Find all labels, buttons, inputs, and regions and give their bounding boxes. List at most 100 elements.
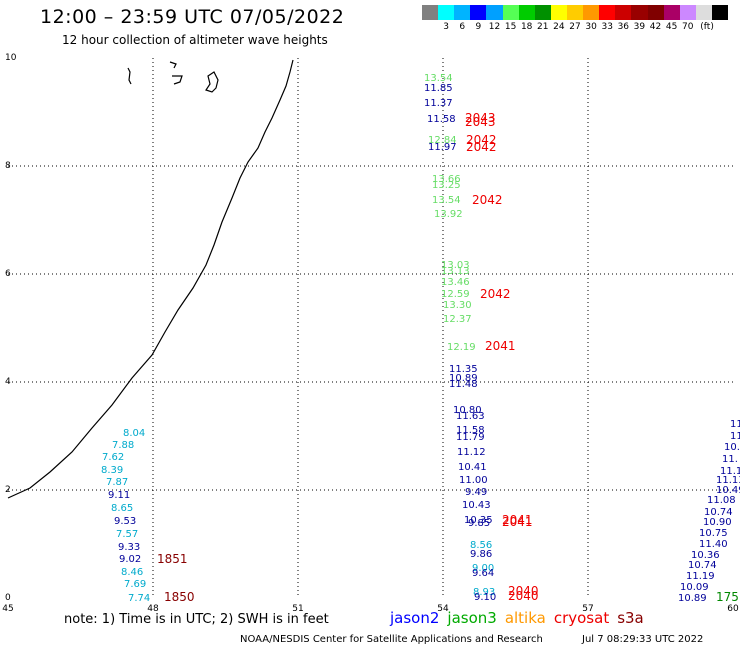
swh-label: 10.80 xyxy=(453,405,482,416)
swh-label: 9.11 xyxy=(108,490,130,501)
color-scale-tick: 6 xyxy=(459,22,466,32)
color-scale-bar xyxy=(422,5,729,20)
swh-label: 13.30 xyxy=(443,300,472,311)
color-scale-tick: 42 xyxy=(649,22,662,32)
color-scale-tick: 15 xyxy=(504,22,517,32)
swh-label: 11.63 xyxy=(456,411,485,422)
swh-label: 9.02 xyxy=(119,554,141,565)
color-scale-tick: 3 xyxy=(443,22,450,32)
swh-label: 11.00 xyxy=(459,475,488,486)
satellite-legend-item: altika xyxy=(504,609,546,627)
color-swatch xyxy=(663,5,680,20)
footer-timestamp: Jul 7 08:29:33 UTC 2022 xyxy=(582,634,704,645)
swh-label: 7.88 xyxy=(112,440,134,451)
color-swatch xyxy=(454,5,471,20)
coastline xyxy=(7,59,294,499)
color-scale-tick: 27 xyxy=(569,22,581,32)
pass-time-label: 1850 xyxy=(164,590,195,604)
swh-label: 13.25 xyxy=(432,180,461,191)
swh-label: 13.46 xyxy=(441,277,470,288)
swh-label: 9.00 xyxy=(472,563,494,574)
color-swatch xyxy=(502,5,519,20)
pass-time-label: 175 xyxy=(716,590,739,604)
swh-label: 11. xyxy=(730,431,740,442)
swh-label: 11. xyxy=(722,454,738,465)
swh-label: 11.97 xyxy=(428,142,457,153)
pass-time-label: 2041 xyxy=(502,513,533,527)
color-swatch xyxy=(631,5,648,20)
lat-tick-label: 2 xyxy=(5,485,11,495)
lat-tick-label: 10 xyxy=(5,53,17,63)
swh-label: 10.41 xyxy=(458,462,487,473)
color-scale-tick: 18 xyxy=(520,22,533,32)
color-scale-unit: (ft) xyxy=(700,22,714,32)
color-swatch xyxy=(486,5,503,20)
color-swatch xyxy=(438,5,455,20)
swh-label: 11.08 xyxy=(707,495,736,506)
swh-label: 13.92 xyxy=(434,209,463,220)
color-scale-tick: 9 xyxy=(475,22,482,32)
axis-tick-labels: 45 48 51 54 57 60 0 2 4 6 8 10 xyxy=(2,53,739,614)
swh-label: 10.09 xyxy=(680,582,709,593)
swh-label: 11.79 xyxy=(456,432,485,443)
swh-label: 10.89 xyxy=(678,593,707,604)
color-swatch xyxy=(470,5,487,20)
swh-label: 8.39 xyxy=(101,465,123,476)
color-swatch xyxy=(518,5,535,20)
swh-label: 11.58 xyxy=(427,114,456,125)
chart-subtitle: 12 hour collection of altimeter wave hei… xyxy=(62,33,328,47)
swh-label: 11.1 xyxy=(720,466,740,477)
color-scale-tick: 24 xyxy=(553,22,565,32)
swh-label: 13.54 xyxy=(424,73,453,84)
chart-title: 12:00 – 23:59 UTC 07/05/2022 xyxy=(40,6,345,28)
footer-credit: NOAA/NESDIS Center for Satellite Applica… xyxy=(240,634,543,645)
pass-time-label: 2042 xyxy=(480,287,511,301)
swh-label: 9.33 xyxy=(118,542,140,553)
lon-tick-label: 57 xyxy=(582,604,593,614)
swh-label: 9.10 xyxy=(474,592,496,603)
swh-label: 11.12 xyxy=(457,447,486,458)
swh-label: 11.85 xyxy=(424,83,453,94)
color-swatch xyxy=(647,5,664,20)
color-swatch xyxy=(711,5,729,20)
swh-label: 8.46 xyxy=(121,567,143,578)
color-swatch xyxy=(566,5,584,20)
pass-time-label: 2041 xyxy=(485,339,516,353)
island-2 xyxy=(169,61,183,85)
lon-tick-label: 45 xyxy=(2,604,13,614)
pass-time-label: 2040 xyxy=(508,589,539,603)
lat-tick-label: 6 xyxy=(5,269,11,279)
island-3 xyxy=(205,71,219,93)
color-swatch xyxy=(615,5,632,20)
swh-label: 11.58 xyxy=(456,425,485,436)
swh-label: 10.75 xyxy=(699,528,728,539)
swh-label: 10.74 xyxy=(704,507,733,518)
swh-label: 13.03 xyxy=(441,260,470,271)
swh-label: 13.13 xyxy=(441,266,470,277)
color-swatch xyxy=(679,5,696,20)
swh-label: 13.66 xyxy=(432,174,461,185)
swh-label: 11.35 xyxy=(449,364,478,375)
swh-label: 11.37 xyxy=(424,98,453,109)
lat-tick-label: 8 xyxy=(5,161,11,171)
island-shapes xyxy=(127,61,219,93)
pass-time-label: 2042 xyxy=(472,193,503,207)
swh-label: 11.48 xyxy=(449,379,478,390)
swh-label: 11.19 xyxy=(686,571,715,582)
swh-label: 10.90 xyxy=(703,517,732,528)
pass-time-label: 2043 xyxy=(465,115,496,129)
swh-label: 8.93 xyxy=(473,587,495,598)
lon-tick-label: 60 xyxy=(727,604,739,614)
pass-time-label: 2041 xyxy=(502,515,533,529)
swh-label: 13.54 xyxy=(432,195,461,206)
swh-label: 9.64 xyxy=(472,568,494,579)
swh-label: 12.19 xyxy=(447,342,476,353)
pass-time-label: 2040 xyxy=(508,584,539,598)
color-scale-tick: 70 xyxy=(682,22,694,32)
lon-tick-label: 51 xyxy=(292,604,303,614)
satellite-legend-item: s3a xyxy=(617,609,644,627)
swh-label: 12.37 xyxy=(443,314,472,325)
color-swatch xyxy=(534,5,551,20)
island-1 xyxy=(127,67,132,85)
